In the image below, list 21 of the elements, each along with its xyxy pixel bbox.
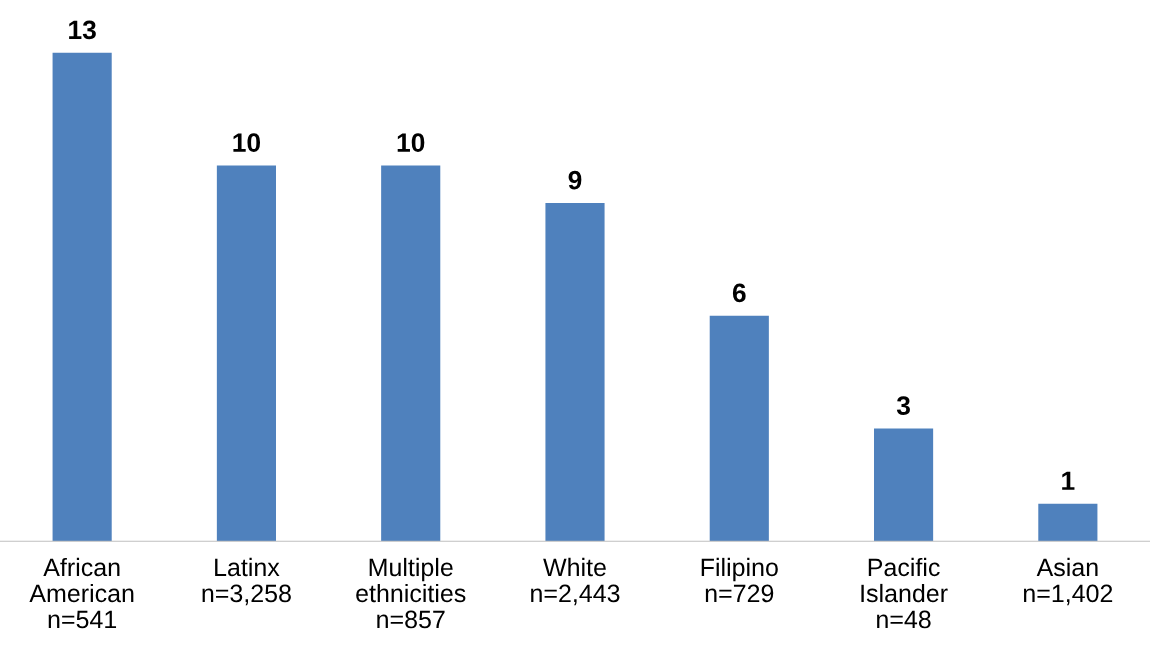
bar — [709, 315, 769, 542]
x-tick-label: Pacific Islander n=48 — [861, 557, 948, 629]
x-tick-label: White n=2,443 — [531, 557, 620, 606]
x-tick-label: Latinx n=3,258 — [202, 557, 291, 606]
data-label: 10 — [397, 133, 425, 152]
data-label: 9 — [568, 170, 582, 190]
data-label: 13 — [69, 20, 96, 40]
data-label: 6 — [732, 283, 746, 303]
data-label: 10 — [233, 133, 261, 152]
x-tick-label: African American n=541 — [29, 557, 134, 629]
x-tick-label: Filipino n=729 — [701, 557, 778, 603]
data-label: 1 — [1062, 471, 1075, 490]
x-tick-label: Multiple ethnicities n=857 — [356, 557, 466, 629]
x-tick-label: Asian n=1,402 — [1023, 557, 1113, 606]
bar — [1038, 503, 1098, 542]
data-label: 3 — [896, 396, 910, 415]
bar — [545, 203, 605, 542]
bar — [216, 165, 276, 542]
bar — [381, 165, 441, 542]
bar — [874, 428, 934, 542]
bar — [52, 52, 112, 542]
